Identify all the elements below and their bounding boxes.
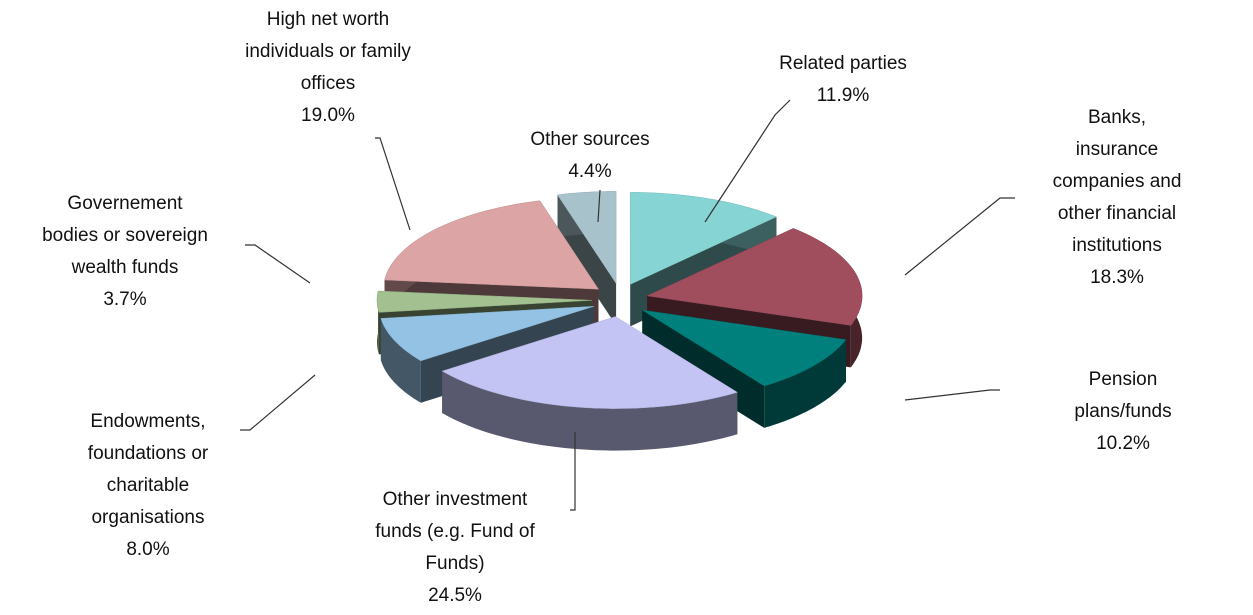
slice-wall bbox=[764, 339, 846, 428]
value-label: 4.4% bbox=[568, 161, 612, 182]
leader-line bbox=[375, 137, 411, 231]
leader-line bbox=[240, 374, 316, 431]
category-label: Other investment funds (e.g. Fund of Fun… bbox=[375, 489, 535, 574]
slice bbox=[629, 192, 778, 285]
value-label: 24.5% bbox=[428, 585, 482, 606]
slice-label: Other sources 4.4% bbox=[530, 124, 649, 188]
slice bbox=[642, 309, 847, 387]
value-label: 8.0% bbox=[126, 539, 170, 560]
slice-wall bbox=[377, 291, 379, 355]
slice bbox=[380, 306, 595, 362]
value-label: 18.3% bbox=[1090, 267, 1144, 288]
leader-line bbox=[245, 244, 311, 284]
slice-label: Endowments, foundations or charitable or… bbox=[88, 406, 208, 566]
value-label: 19.0% bbox=[301, 105, 355, 126]
leader-line bbox=[570, 432, 576, 511]
slice-label: High net worth individuals or family off… bbox=[245, 4, 411, 132]
leader-line bbox=[597, 189, 601, 223]
value-label: 3.7% bbox=[103, 289, 147, 310]
slice-label: Governement bodies or sovereign wealth f… bbox=[42, 188, 208, 316]
category-label: High net worth individuals or family off… bbox=[245, 9, 411, 94]
slice-label: Pension plans/funds 10.2% bbox=[1058, 364, 1188, 460]
category-label: Endowments, foundations or charitable or… bbox=[87, 411, 209, 528]
category-label: Pension plans/funds bbox=[1074, 369, 1172, 422]
category-label: Banks, insurance companies and other fin… bbox=[1052, 107, 1182, 256]
leader-line bbox=[904, 197, 1015, 276]
leader-line bbox=[704, 99, 791, 223]
leader-line bbox=[904, 389, 1000, 401]
slice bbox=[384, 200, 599, 290]
value-label: 11.9% bbox=[816, 85, 870, 106]
category-label: Related parties bbox=[779, 53, 907, 74]
slice-wall bbox=[442, 371, 738, 451]
category-label: Other sources bbox=[530, 129, 650, 150]
slice bbox=[441, 316, 738, 409]
category-label: Governement bodies or sovereign wealth f… bbox=[42, 193, 208, 278]
value-label: 10.2% bbox=[1096, 433, 1150, 454]
slice bbox=[557, 191, 617, 285]
slice-label: Related parties 11.9% bbox=[779, 48, 907, 112]
slice bbox=[646, 228, 863, 326]
slice-label: Banks, insurance companies and other fin… bbox=[1049, 102, 1185, 294]
slice-wall bbox=[380, 318, 421, 403]
slice-label: Other investment funds (e.g. Fund of Fun… bbox=[375, 484, 535, 612]
slice bbox=[376, 290, 593, 313]
